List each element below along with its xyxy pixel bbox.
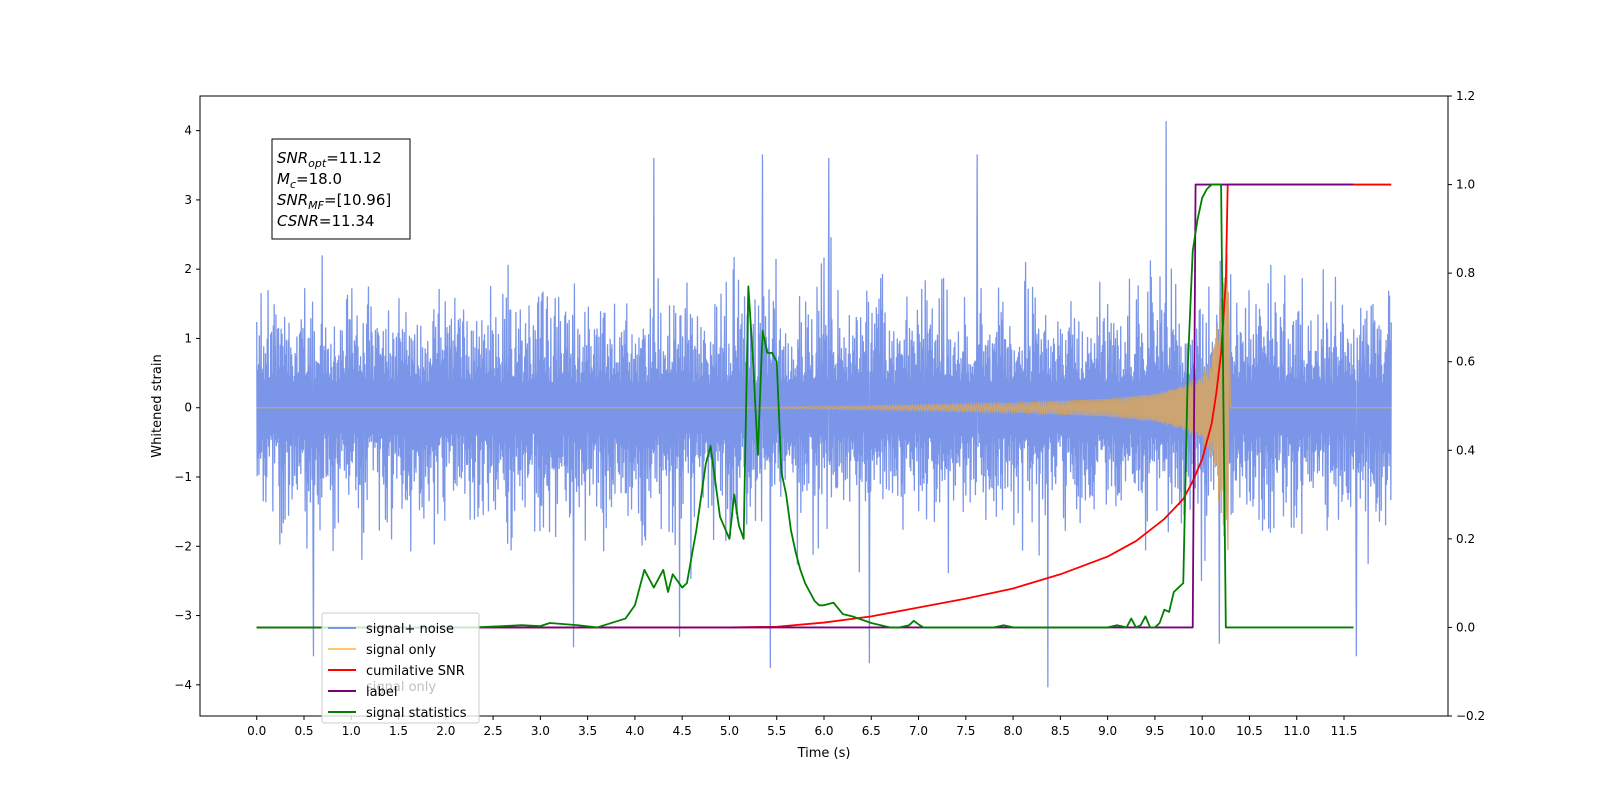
x-tick-label: 10.0 [1189,724,1216,738]
annotation-line: SNRMF=[10.96] [277,191,391,212]
x-tick-label: 4.0 [625,724,644,738]
x-tick-label: 5.5 [767,724,786,738]
legend-occluded-text: signal only [366,680,436,695]
series-signal-only-line [256,254,1392,551]
y-axis-left: 4 3 2 1 0 −1 −2 −3 −4 [174,124,200,692]
y-tick-label: −1 [174,470,192,484]
y-axis-label: Whitened strain [150,354,165,457]
y2-tick-label: 0.4 [1456,443,1475,457]
series-signal-statistics-line [256,183,1354,629]
x-tick-label: 8.0 [1004,724,1023,738]
x-tick-label: 9.5 [1145,724,1164,738]
x-tick-label: 0.0 [247,724,266,738]
y-tick-label: 4 [184,124,192,138]
annotation-box-frame [271,138,411,240]
x-tick-label: 7.5 [956,724,975,738]
x-tick-label: 2.0 [436,724,455,738]
y-tick-label: 3 [184,193,192,207]
legend-label: signal+ noise [366,622,454,637]
x-tick-label: 9.0 [1098,724,1117,738]
y2-tick-label: 1.0 [1456,178,1475,192]
y-tick-label: −2 [174,539,192,553]
y2-tick-label: 0.8 [1456,266,1475,280]
x-tick-label: 6.0 [814,724,833,738]
series-cumulative-snr-line [256,183,1392,629]
legend-label: signal only [366,643,436,658]
y-tick-label: 2 [184,262,192,276]
y-tick-label: −4 [174,678,192,692]
y2-tick-label: −0.2 [1456,709,1485,723]
x-tick-label: 11.0 [1283,724,1310,738]
plot-area [256,120,1392,688]
y-tick-label: 0 [184,401,192,415]
y2-tick-label: 0.2 [1456,532,1475,546]
y-axis-right: 1.2 1.0 0.8 0.6 0.4 0.2 0.0 −0.2 [1448,89,1485,723]
x-axis-label: Time (s) [797,746,851,761]
x-tick-label: 1.5 [389,724,408,738]
annotation-line: CSNR=11.34 [277,212,374,230]
x-tick-label: 1.0 [342,724,361,738]
x-tick-label: 10.5 [1236,724,1263,738]
y2-tick-label: 0.0 [1456,620,1475,634]
x-axis: 0.0 0.5 1.0 1.5 2.0 2.5 3.0 3.5 4.0 4.5 5.0 5.5 6.0 6… [247,716,1357,738]
y-tick-label: 1 [184,331,192,345]
x-tick-label: 4.5 [673,724,692,738]
legend-label: label [366,685,397,700]
legend-frame [321,612,480,724]
x-tick-label: 7.0 [909,724,928,738]
y-tick-label: −3 [174,609,192,623]
legend-label: signal statistics [366,706,467,721]
x-tick-label: 2.5 [484,724,503,738]
x-tick-label: 3.5 [578,724,597,738]
x-tick-label: 6.5 [862,724,881,738]
annotation-line: SNRopt=11.12 [277,149,382,170]
x-tick-label: 11.5 [1331,724,1358,738]
y2-tick-label: 0.6 [1456,355,1475,369]
x-tick-label: 3.0 [531,724,550,738]
annotation-line: Mc=18.0 [277,170,342,191]
x-tick-label: 5.0 [720,724,739,738]
x-tick-label: 8.5 [1051,724,1070,738]
y2-tick-label: 1.2 [1456,89,1475,103]
x-tick-label: 0.5 [294,724,313,738]
stats-annotation-box: SNRopt=11.12Mc=18.0SNRMF=[10.96]CSNR=11.… [271,138,411,240]
legend-label: cumilative SNR [366,664,465,679]
